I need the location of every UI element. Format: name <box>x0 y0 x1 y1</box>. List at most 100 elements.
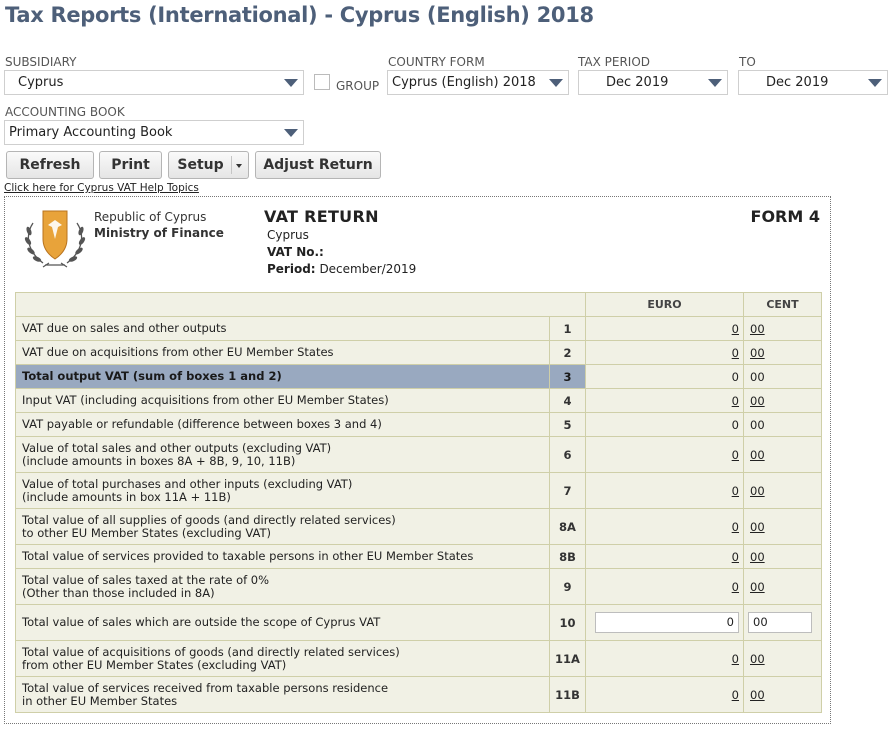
euro-link[interactable]: 0 <box>731 579 739 594</box>
row-description: Total output VAT (sum of boxes 1 and 2) <box>15 364 550 389</box>
euro-link[interactable]: 0 <box>731 549 739 564</box>
to-period-value: Dec 2019 <box>766 75 829 90</box>
euro-value: 0 <box>585 568 744 605</box>
euro-link[interactable]: 0 <box>731 447 739 462</box>
cent-link[interactable]: 00 <box>750 519 765 534</box>
org-name: Republic of Cyprus <box>94 210 207 224</box>
row-description: Value of total purchases and other input… <box>15 472 550 509</box>
cent-value: 00 <box>743 316 822 341</box>
group-checkbox[interactable] <box>314 74 330 90</box>
tax-period-select[interactable]: Dec 2019 <box>578 70 728 95</box>
euro-link[interactable]: 0 <box>731 345 739 360</box>
euro-value: 0 <box>585 436 744 473</box>
period-value: December/2019 <box>319 262 417 276</box>
cent-link[interactable]: 00 <box>750 447 765 462</box>
cent-value: 00 <box>743 388 822 413</box>
cent-link[interactable]: 00 <box>750 345 765 360</box>
cent-header: CENT <box>743 292 822 317</box>
box-number: 3 <box>549 364 586 389</box>
cent-value: 00 <box>743 436 822 473</box>
accounting-book-select[interactable]: Primary Accounting Book <box>4 120 304 145</box>
subsidiary-label: SUBSIDIARY <box>5 55 77 69</box>
chevron-down-icon <box>549 79 563 87</box>
cent-link[interactable]: 00 <box>750 483 765 498</box>
chevron-down-icon[interactable] <box>236 164 242 168</box>
group-label: GROUP <box>336 79 380 93</box>
coat-of-arms-icon <box>24 210 86 268</box>
subsidiary-value: Cyprus <box>18 75 64 90</box>
cent-value: 00 <box>743 472 822 509</box>
vat-table: EURO CENT VAT due on sales and other out… <box>15 292 822 713</box>
euro-value: 0 <box>585 640 744 677</box>
cent-value: 00 <box>743 340 822 365</box>
euro-header: EURO <box>585 292 744 317</box>
adjust-return-button[interactable]: Adjust Return <box>255 151 381 179</box>
refresh-button[interactable]: Refresh <box>6 151 94 179</box>
euro-link[interactable]: 0 <box>731 651 739 666</box>
box-number: 8B <box>549 544 586 569</box>
to-label: TO <box>739 55 756 69</box>
cent-link[interactable]: 00 <box>750 321 765 336</box>
to-period-select[interactable]: Dec 2019 <box>738 70 888 95</box>
box-number: 7 <box>549 472 586 509</box>
euro-value: 0 <box>585 388 744 413</box>
chevron-down-icon <box>868 79 882 87</box>
setup-button[interactable]: Setup <box>168 151 249 179</box>
euro-link[interactable]: 0 <box>731 393 739 408</box>
table-row: Total value of all supplies of goods (an… <box>15 508 822 545</box>
form-number: FORM 4 <box>750 207 820 226</box>
row-description: VAT payable or refundable (difference be… <box>15 412 550 437</box>
row-description: Value of total sales and other outputs (… <box>15 436 550 473</box>
cent-value: 00 <box>743 508 822 545</box>
vat-number-label: VAT No.: <box>267 245 324 259</box>
box-number: 6 <box>549 436 586 473</box>
euro-value: 0 <box>585 412 744 437</box>
euro-link[interactable]: 0 <box>731 483 739 498</box>
euro-link[interactable]: 0 <box>731 687 739 702</box>
report-period: Period: December/2019 <box>267 262 416 276</box>
box-number: 2 <box>549 340 586 365</box>
cent-value: 00 <box>743 412 822 437</box>
table-row: Total value of sales taxed at the rate o… <box>15 568 822 605</box>
box-number: 8A <box>549 508 586 545</box>
cent-link[interactable]: 00 <box>750 549 765 564</box>
print-button[interactable]: Print <box>99 151 162 179</box>
report-title: VAT RETURN <box>264 207 379 226</box>
cent-value: 00 <box>743 676 822 713</box>
ministry-name: Ministry of Finance <box>94 226 224 240</box>
euro-link[interactable]: 0 <box>731 519 739 534</box>
table-row: VAT due on acquisitions from other EU Me… <box>15 340 822 365</box>
euro-value: 0 <box>585 340 744 365</box>
row-description: Total value of sales taxed at the rate o… <box>15 568 550 605</box>
table-row: Total value of acquisitions of goods (an… <box>15 640 822 677</box>
accounting-book-value: Primary Accounting Book <box>9 125 173 140</box>
button-divider <box>231 156 232 174</box>
table-row: VAT due on sales and other outputs 1 0 0… <box>15 316 822 341</box>
euro-link[interactable]: 0 <box>731 321 739 336</box>
cent-value: 00 <box>743 604 822 641</box>
cent-link[interactable]: 00 <box>750 687 765 702</box>
subsidiary-select[interactable]: Cyprus <box>4 70 304 95</box>
country-form-select[interactable]: Cyprus (English) 2018 <box>387 70 569 95</box>
table-header-blank <box>15 292 586 317</box>
cent-link[interactable]: 00 <box>750 393 765 408</box>
period-label: Period: <box>267 262 316 276</box>
box-number: 9 <box>549 568 586 605</box>
page-title: Tax Reports (International) - Cyprus (En… <box>5 3 594 27</box>
row-description: Total value of sales which are outside t… <box>15 604 550 641</box>
cent-link[interactable]: 00 <box>750 579 765 594</box>
table-row: Total value of sales which are outside t… <box>15 604 822 641</box>
row-description: Total value of all supplies of goods (an… <box>15 508 550 545</box>
cent-link[interactable]: 00 <box>750 651 765 666</box>
table-row: Total output VAT (sum of boxes 1 and 2) … <box>15 364 822 389</box>
row-description: Total value of services provided to taxa… <box>15 544 550 569</box>
box-number: 10 <box>549 604 586 641</box>
euro-value: 0 <box>585 676 744 713</box>
euro-input[interactable]: 0 <box>595 612 739 633</box>
help-link[interactable]: Click here for Cyprus VAT Help Topics <box>4 182 199 194</box>
euro-value: 0 <box>585 544 744 569</box>
accounting-book-label: ACCOUNTING BOOK <box>5 105 125 119</box>
table-row: Value of total sales and other outputs (… <box>15 436 822 473</box>
row-description: Total value of acquisitions of goods (an… <box>15 640 550 677</box>
cent-input[interactable]: 00 <box>748 612 812 633</box>
